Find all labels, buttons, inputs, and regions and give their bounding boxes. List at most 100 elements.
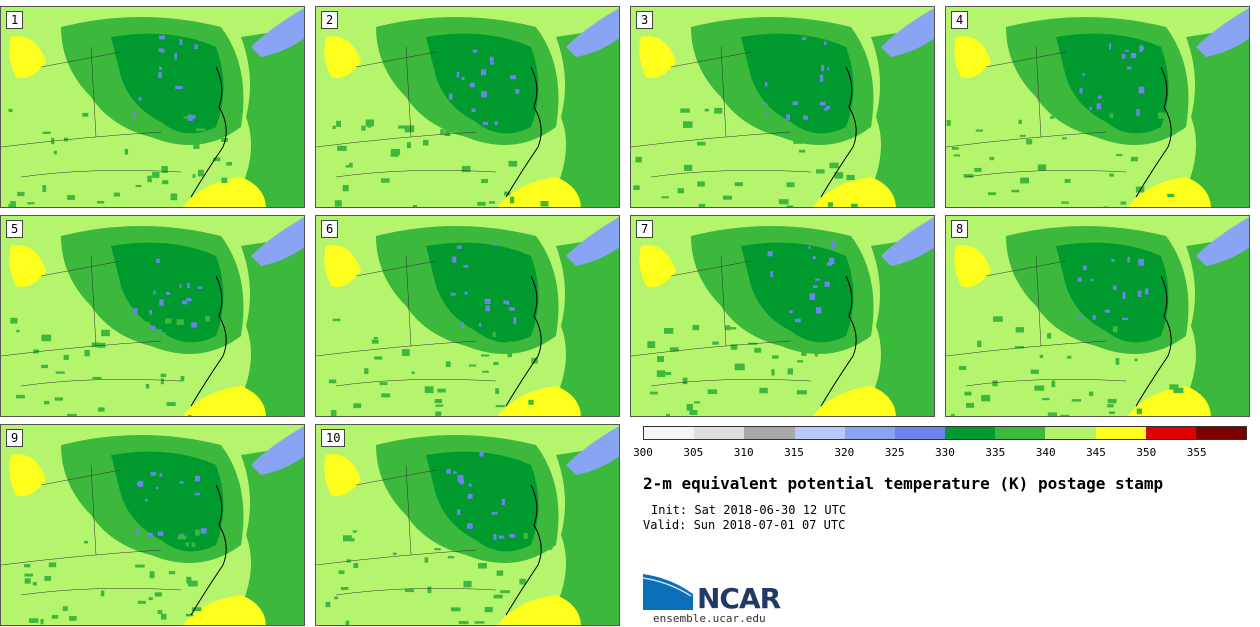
green-speckle	[1112, 326, 1118, 333]
blue-speckle	[137, 480, 144, 487]
green-speckle	[165, 318, 172, 324]
green-speckle	[325, 601, 331, 608]
colorbar-segment	[744, 427, 795, 439]
green-speckle	[334, 596, 339, 600]
green-speckle	[41, 334, 52, 342]
green-speckle	[55, 371, 65, 374]
blue-speckle	[786, 114, 790, 121]
green-speckle	[1089, 391, 1094, 397]
region-blue	[251, 217, 304, 266]
green-speckle	[482, 370, 489, 373]
blue-speckle	[1126, 66, 1132, 70]
blue-speckle	[809, 293, 815, 300]
blue-speckle	[180, 86, 183, 90]
green-speckle	[477, 201, 486, 206]
green-speckle	[16, 329, 20, 333]
green-speckle	[1039, 354, 1044, 358]
blue-speckle	[149, 309, 152, 315]
green-speckle	[373, 337, 378, 340]
blue-speckle	[815, 278, 821, 281]
blue-speckle	[498, 535, 505, 539]
region-dark-green	[426, 33, 539, 134]
blue-speckle	[484, 298, 491, 304]
green-speckle	[759, 387, 768, 394]
green-speckle	[1109, 113, 1114, 118]
green-speckle	[496, 570, 504, 576]
state-borders	[316, 255, 497, 387]
green-speckle	[981, 394, 991, 402]
member-panel-2: 2	[315, 6, 620, 208]
green-speckle	[993, 316, 1003, 322]
blue-speckle	[153, 290, 156, 295]
green-speckle	[449, 527, 458, 535]
green-speckle	[734, 363, 745, 371]
green-speckle	[137, 600, 146, 604]
green-speckle	[744, 318, 753, 321]
green-speckle	[959, 365, 967, 370]
colorbar-tick-label: 355	[1186, 446, 1207, 459]
green-speckle	[445, 361, 451, 367]
blue-speckle	[1144, 288, 1149, 295]
green-speckle	[54, 397, 63, 401]
green-speckle	[458, 621, 469, 625]
blue-speckle	[815, 307, 822, 314]
green-speckle	[24, 573, 33, 577]
blue-speckle	[479, 451, 484, 457]
green-speckle	[661, 196, 669, 199]
blue-speckle	[481, 69, 486, 76]
green-speckle	[381, 393, 391, 398]
green-speckle	[1051, 380, 1056, 388]
green-speckle	[154, 592, 162, 597]
blue-speckle	[823, 41, 827, 45]
member-panel-5: 5	[0, 215, 305, 417]
green-speckle	[1107, 404, 1114, 408]
green-speckle	[444, 130, 451, 136]
blue-speckle	[200, 528, 207, 534]
green-speckle	[343, 535, 352, 542]
green-speckle	[221, 138, 228, 142]
region-ocean	[862, 27, 934, 207]
green-speckle	[98, 407, 105, 412]
green-speckle	[507, 351, 512, 358]
blue-speckle	[821, 65, 825, 72]
green-speckle	[353, 403, 362, 409]
state-borders	[631, 46, 812, 178]
blue-speckle	[193, 114, 196, 119]
green-speckle	[500, 590, 510, 594]
region-yellow-w	[324, 245, 361, 287]
green-speckle	[187, 580, 198, 587]
blue-speckle	[481, 91, 487, 98]
blue-speckle	[494, 120, 498, 126]
colorbar-segment	[794, 427, 845, 439]
green-speckle	[816, 169, 825, 174]
green-speckle	[809, 139, 814, 143]
member-panel-8: 8	[945, 215, 1250, 417]
region-yellow-w	[324, 454, 361, 496]
region-yellow-se	[1127, 177, 1211, 207]
green-speckle	[371, 339, 379, 344]
green-speckle	[530, 339, 538, 346]
blue-speckle	[478, 322, 482, 327]
green-speckle	[493, 362, 499, 366]
green-speckle	[349, 162, 353, 168]
green-speckle	[365, 119, 374, 127]
blue-speckle	[493, 533, 497, 541]
green-speckle	[82, 112, 89, 117]
green-speckle	[350, 538, 355, 542]
green-speckle	[834, 172, 844, 179]
green-speckle	[361, 125, 366, 131]
blue-speckle	[506, 300, 510, 305]
coastline	[505, 66, 542, 198]
blue-speckle	[826, 105, 831, 110]
blue-speckle	[513, 317, 517, 325]
green-speckle	[730, 344, 738, 350]
green-speckle	[193, 143, 200, 149]
coastline	[820, 275, 857, 407]
member-panel-7: 7	[630, 215, 935, 417]
green-speckle	[946, 120, 951, 126]
green-speckle	[404, 125, 415, 133]
blue-speckle	[827, 67, 830, 71]
green-speckle	[161, 613, 167, 620]
green-speckle	[857, 113, 868, 118]
coastline	[190, 66, 227, 198]
